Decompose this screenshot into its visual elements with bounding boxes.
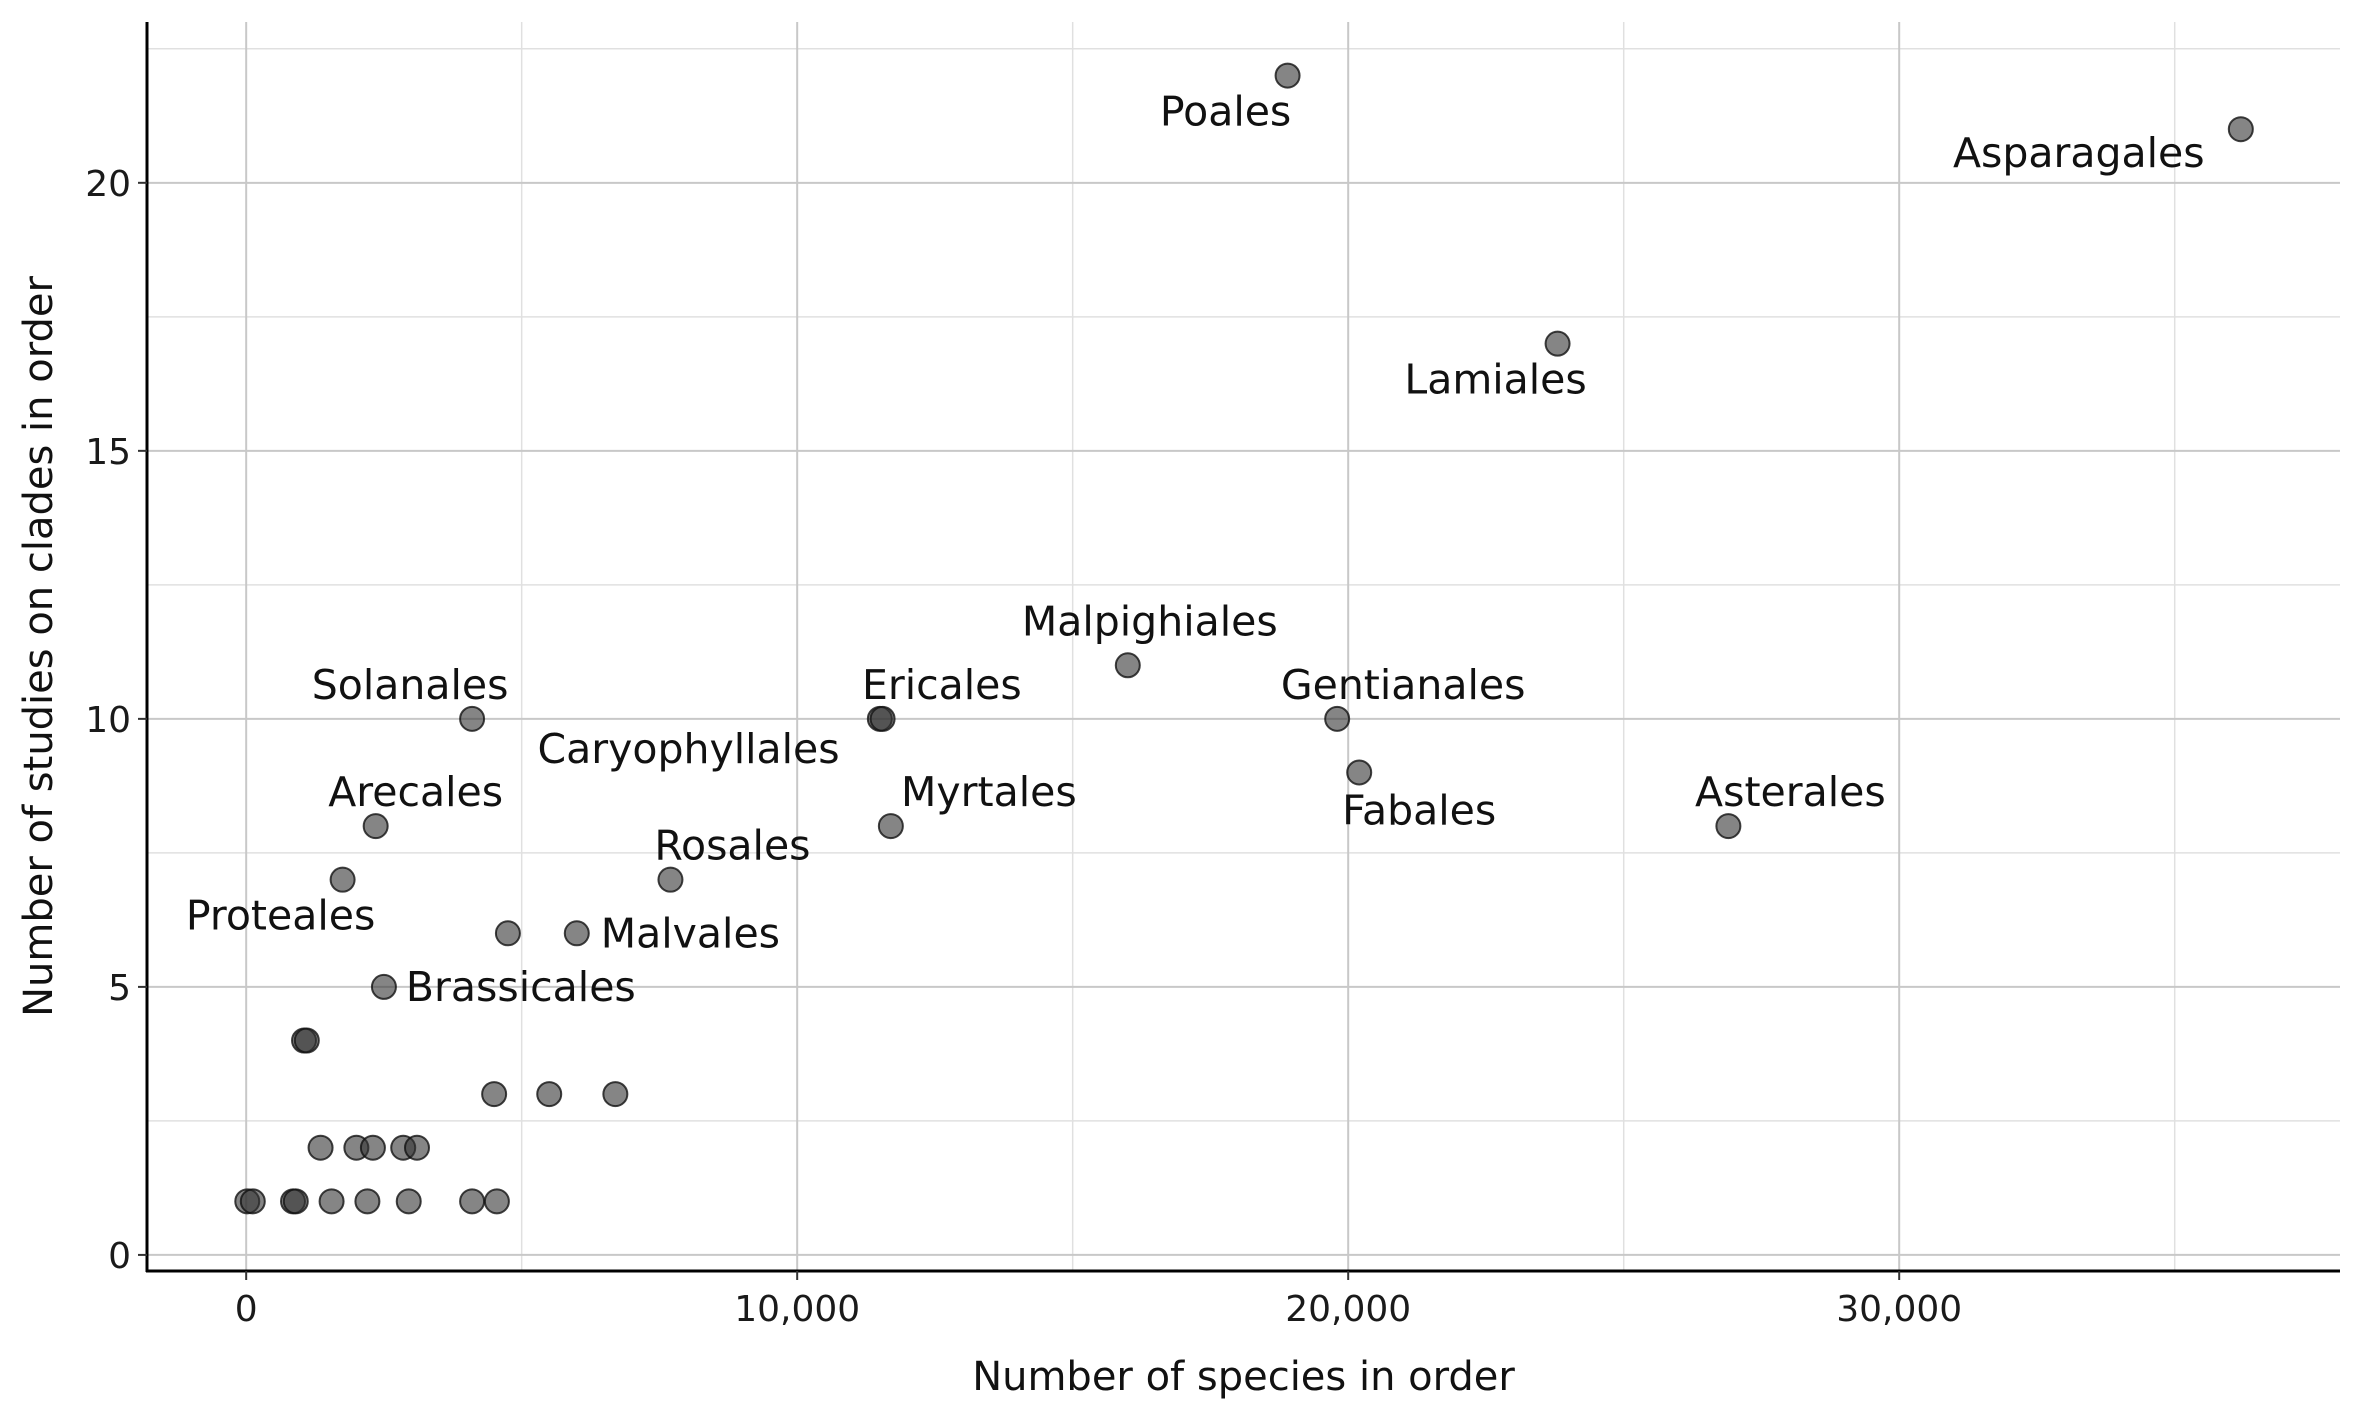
y-axis-title: Number of studies on clades in order [16, 276, 62, 1017]
y-tick-label: 10 [85, 700, 131, 741]
point-label-solanales: Solanales [312, 661, 509, 709]
data-point [282, 1188, 309, 1215]
x-tick-label: 0 [235, 1289, 258, 1330]
x-tick-label: 30,000 [1836, 1289, 1962, 1330]
point-label-malvales: Malvales [601, 909, 780, 957]
point-labels: Poales Asparagales Lamiales Malpighiales Sol… [186, 88, 2205, 1011]
data-point [307, 1134, 334, 1161]
data-point [329, 866, 356, 893]
data-point [494, 920, 521, 947]
x-axis-title: Number of species in order [972, 1354, 1515, 1400]
data-point [602, 1081, 629, 1108]
data-point [459, 1188, 486, 1215]
data-point [370, 973, 397, 1000]
data-point [536, 1081, 563, 1108]
data-point [1544, 330, 1571, 357]
x-tick-label: 20,000 [1285, 1289, 1411, 1330]
point-label-poales: Poales [1160, 88, 1291, 136]
data-point [239, 1188, 266, 1215]
point-label-arecales: Arecales [328, 768, 503, 816]
data-point [1715, 813, 1742, 840]
point-label-gentianales: Gentianales [1281, 661, 1526, 709]
data-point [563, 920, 590, 947]
data-point [1346, 759, 1373, 786]
data-point [354, 1188, 381, 1215]
data-point [869, 705, 896, 732]
point-label-asparagales: Asparagales [1953, 129, 2205, 177]
data-point [1324, 705, 1351, 732]
point-label-rosales: Rosales [654, 822, 810, 870]
point-label-malpighiales: Malpighiales [1022, 597, 1278, 645]
data-point [1114, 652, 1141, 679]
data-point [395, 1188, 422, 1215]
x-tick-label: 10,000 [734, 1289, 860, 1330]
tick-labels: 0 10,000 20,000 30,000 0 5 10 15 20 [85, 164, 1962, 1330]
data-point [403, 1134, 430, 1161]
point-label-asterales: Asterales [1695, 768, 1886, 816]
data-point [877, 813, 904, 840]
data-point [481, 1081, 508, 1108]
data-points [234, 62, 2254, 1215]
data-point [359, 1134, 386, 1161]
data-point [459, 705, 486, 732]
data-point [362, 813, 389, 840]
data-point [2227, 116, 2254, 143]
point-label-myrtales: Myrtales [901, 768, 1077, 816]
y-tick-label: 20 [85, 164, 131, 205]
y-tick-label: 5 [108, 968, 131, 1009]
data-point [1274, 62, 1301, 89]
data-point [293, 1027, 320, 1054]
y-tick-label: 15 [85, 432, 131, 473]
point-label-lamiales: Lamiales [1404, 356, 1586, 404]
point-label-proteales: Proteales [186, 892, 375, 940]
point-label-caryophyllales: Caryophyllales [538, 725, 840, 773]
grid [147, 22, 2340, 1271]
data-point [657, 866, 684, 893]
axes [138, 22, 2340, 1280]
y-tick-label: 0 [108, 1236, 131, 1277]
point-label-ericales: Ericales [862, 661, 1022, 709]
data-point [318, 1188, 345, 1215]
point-label-fabales: Fabales [1342, 786, 1496, 834]
data-point [483, 1188, 510, 1215]
point-label-brassicales: Brassicales [406, 963, 636, 1011]
